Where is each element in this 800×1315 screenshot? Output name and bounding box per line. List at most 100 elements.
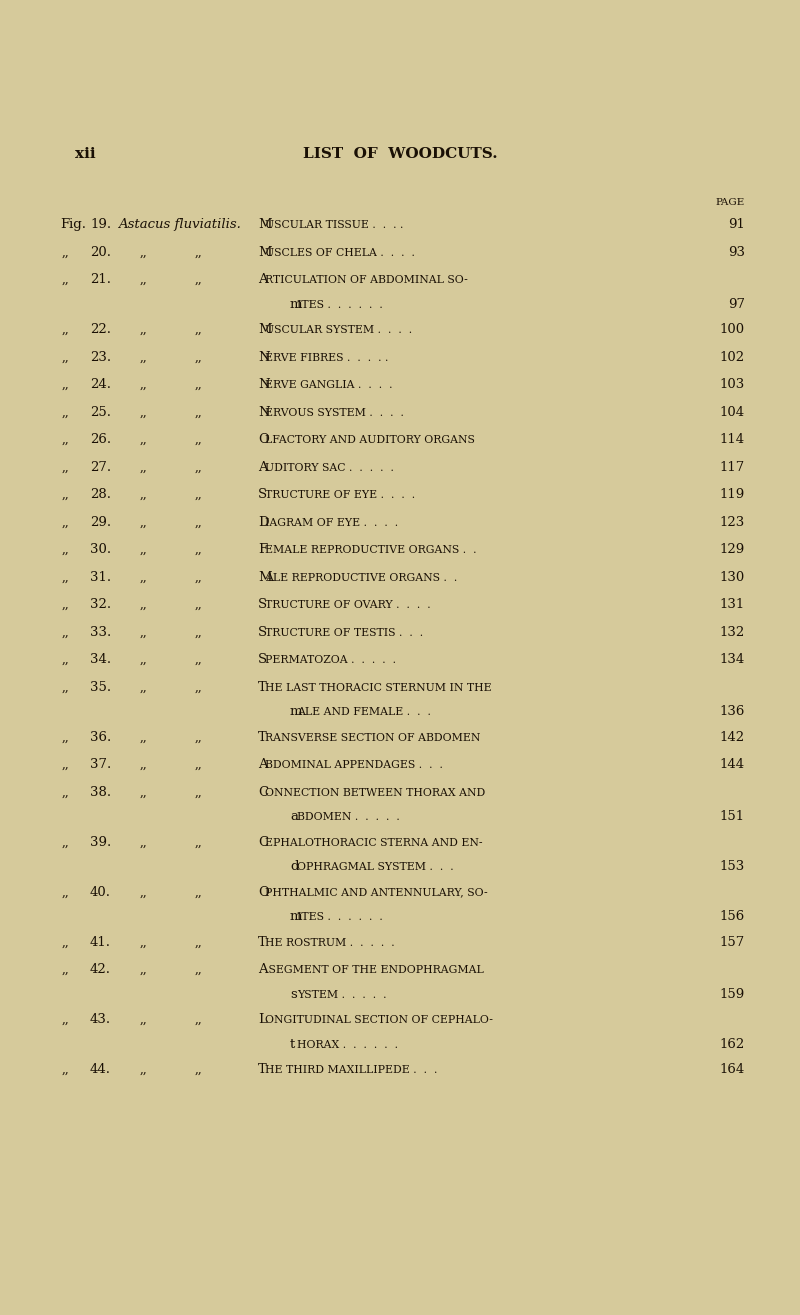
Text: HORAX .  .  .  .  .  .: HORAX . . . . . . [297,1040,398,1049]
Text: EMALE REPRODUCTIVE ORGANS .  .: EMALE REPRODUCTIVE ORGANS . . [265,544,477,555]
Text: ,,: ,, [195,571,202,584]
Text: ,,: ,, [195,274,202,285]
Text: S: S [258,626,267,639]
Text: ,,: ,, [195,323,202,337]
Text: USCULAR TISSUE .  .  . .: USCULAR TISSUE . . . . [265,220,403,230]
Text: ,,: ,, [195,351,202,363]
Text: BDOMEN .  .  .  .  .: BDOMEN . . . . . [297,813,400,822]
Text: Astacus fluviatilis.: Astacus fluviatilis. [118,218,241,231]
Text: C: C [258,785,268,798]
Text: Fig.: Fig. [60,218,86,231]
Text: ITES .  .  .  .  .  .: ITES . . . . . . [297,913,382,922]
Text: 19.: 19. [90,218,111,231]
Text: YSTEM .  .  .  .  .: YSTEM . . . . . [297,990,386,999]
Text: N: N [258,351,270,363]
Text: ,,: ,, [62,460,70,473]
Text: ERVE FIBRES .  .  .  . .: ERVE FIBRES . . . . . [265,352,388,363]
Text: M: M [258,218,272,231]
Text: ,,: ,, [195,680,202,693]
Text: 131: 131 [720,598,745,611]
Text: xii: xii [75,147,96,160]
Text: IAGRAM OF EYE .  .  .  .: IAGRAM OF EYE . . . . [265,518,398,527]
Text: ,,: ,, [140,598,148,611]
Text: 91: 91 [728,218,745,231]
Text: 36.: 36. [90,731,111,743]
Text: HE LAST THORACIC STERNUM IN THE: HE LAST THORACIC STERNUM IN THE [265,682,492,693]
Text: ,,: ,, [140,654,148,665]
Text: 41.: 41. [90,935,111,948]
Text: ,,: ,, [140,1013,148,1026]
Text: HE THIRD MAXILLIPEDE .  .  .: HE THIRD MAXILLIPEDE . . . [265,1065,438,1074]
Text: 23.: 23. [90,351,111,363]
Text: ,,: ,, [62,433,70,446]
Text: m: m [290,910,302,923]
Text: 134: 134 [720,654,745,665]
Text: ,,: ,, [195,654,202,665]
Text: RTICULATION OF ABDOMINAL SO-: RTICULATION OF ABDOMINAL SO- [265,275,468,285]
Text: ,,: ,, [195,377,202,391]
Text: ,,: ,, [140,460,148,473]
Text: 117: 117 [720,460,745,473]
Text: ,,: ,, [62,757,70,771]
Text: ONNECTION BETWEEN THORAX AND: ONNECTION BETWEEN THORAX AND [265,788,486,797]
Text: ,,: ,, [62,885,70,898]
Text: ,,: ,, [195,1013,202,1026]
Text: ERVOUS SYSTEM .  .  .  .: ERVOUS SYSTEM . . . . [265,408,404,417]
Text: ,,: ,, [140,1063,148,1076]
Text: 132: 132 [720,626,745,639]
Text: T: T [258,731,266,743]
Text: M: M [258,246,272,259]
Text: ,,: ,, [195,598,202,611]
Text: 40.: 40. [90,885,111,898]
Text: ,,: ,, [195,460,202,473]
Text: ,,: ,, [195,835,202,848]
Text: ,,: ,, [62,515,70,529]
Text: OPHRAGMAL SYSTEM .  .  .: OPHRAGMAL SYSTEM . . . [297,863,454,872]
Text: 22.: 22. [90,323,111,337]
Text: ,,: ,, [62,963,70,976]
Text: ,,: ,, [140,731,148,743]
Text: 156: 156 [720,910,745,923]
Text: HE ROSTRUM .  .  .  .  .: HE ROSTRUM . . . . . [265,938,394,948]
Text: 21.: 21. [90,274,111,285]
Text: t: t [290,1038,295,1051]
Text: m: m [290,297,302,310]
Text: ,,: ,, [62,488,70,501]
Text: PAGE: PAGE [716,199,745,206]
Text: ,,: ,, [140,433,148,446]
Text: ,,: ,, [62,598,70,611]
Text: PERMATOZOA .  .  .  .  .: PERMATOZOA . . . . . [265,655,396,665]
Text: 35.: 35. [90,680,111,693]
Text: 136: 136 [720,705,745,718]
Text: EPHALOTHORACIC STERNA AND EN-: EPHALOTHORACIC STERNA AND EN- [265,838,482,847]
Text: 20.: 20. [90,246,111,259]
Text: LIST  OF  WOODCUTS.: LIST OF WOODCUTS. [302,147,498,160]
Text: ALE AND FEMALE .  .  .: ALE AND FEMALE . . . [297,707,431,717]
Text: 28.: 28. [90,488,111,501]
Text: UDITORY SAC .  .  .  .  .: UDITORY SAC . . . . . [265,463,394,472]
Text: 102: 102 [720,351,745,363]
Text: ,,: ,, [62,543,70,556]
Text: ,,: ,, [140,246,148,259]
Text: ,,: ,, [62,785,70,798]
Text: ,,: ,, [140,680,148,693]
Text: 97: 97 [728,297,745,310]
Text: T: T [258,680,266,693]
Text: ,,: ,, [195,405,202,418]
Text: ,,: ,, [62,323,70,337]
Text: ,,: ,, [195,785,202,798]
Text: ,,: ,, [195,935,202,948]
Text: 104: 104 [720,405,745,418]
Text: ,,: ,, [195,543,202,556]
Text: 32.: 32. [90,598,111,611]
Text: S: S [258,598,267,611]
Text: ,,: ,, [195,515,202,529]
Text: ALE REPRODUCTIVE ORGANS .  .: ALE REPRODUCTIVE ORGANS . . [265,572,458,583]
Text: T: T [258,1063,266,1076]
Text: A: A [258,460,268,473]
Text: BDOMINAL APPENDAGES .  .  .: BDOMINAL APPENDAGES . . . [265,760,443,771]
Text: T: T [258,935,266,948]
Text: LFACTORY AND AUDITORY ORGANS: LFACTORY AND AUDITORY ORGANS [265,435,475,444]
Text: ,,: ,, [140,323,148,337]
Text: 114: 114 [720,433,745,446]
